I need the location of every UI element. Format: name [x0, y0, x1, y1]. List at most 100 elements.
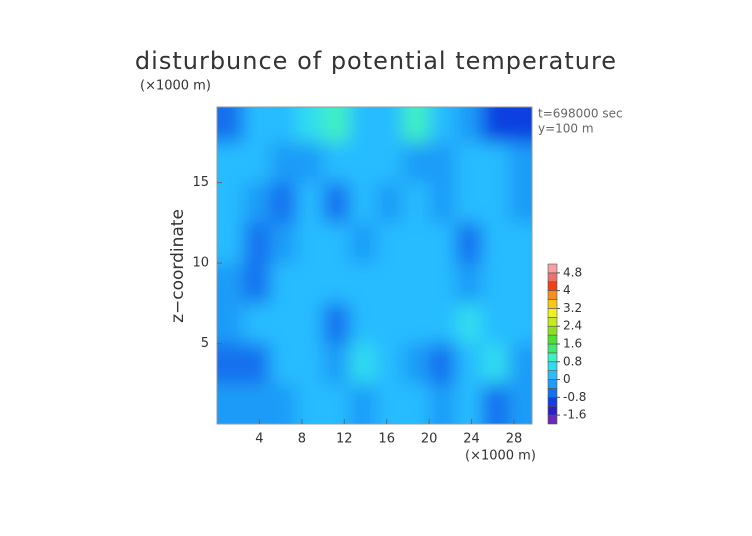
heat-cell — [270, 303, 297, 344]
heat-cell — [455, 383, 483, 424]
heat-cell — [429, 107, 456, 143]
heat-cell — [270, 222, 297, 264]
heat-cell — [455, 182, 483, 223]
colorbar-tick-label: -0.8 — [563, 390, 586, 404]
heat-cell — [270, 343, 297, 384]
heat-cell — [349, 222, 377, 264]
heat-cell — [482, 343, 509, 384]
colorbar-box — [547, 281, 558, 291]
heat-cell — [429, 383, 456, 424]
heat-cell — [402, 263, 430, 304]
heat-cell — [455, 303, 483, 344]
colorbar-tick-label: -1.6 — [563, 408, 586, 422]
colorbar-box — [547, 317, 558, 327]
heat-cell — [402, 383, 430, 424]
heat-cell — [429, 142, 456, 183]
heat-cell — [402, 142, 430, 183]
heat-cell — [243, 263, 271, 304]
x-tick-label: 16 — [378, 432, 395, 447]
heat-cell — [482, 182, 509, 223]
colorbar-tick-label: 0.8 — [563, 354, 582, 368]
heat-cell — [376, 182, 403, 223]
heat-cell — [376, 142, 403, 183]
heat-cell — [508, 142, 532, 183]
colorbar-box — [547, 299, 558, 309]
heat-cell — [402, 222, 430, 264]
heat-cell — [429, 343, 456, 384]
heat-cell — [455, 263, 483, 304]
colorbar-tick-label: 0 — [563, 372, 571, 386]
y-axis-label: z−coordinate — [168, 209, 188, 323]
heat-cell — [296, 182, 324, 223]
heat-cell — [270, 383, 297, 424]
annotation: t=698000 sec — [538, 107, 623, 121]
field — [217, 107, 532, 424]
colorbar-box — [547, 370, 558, 380]
heat-cell — [349, 107, 377, 143]
x-tick-label: 8 — [298, 432, 306, 447]
heat-cell — [296, 303, 324, 344]
heat-cell — [455, 142, 483, 183]
heat-cell — [482, 263, 509, 304]
heat-cell — [323, 107, 350, 143]
heat-cell — [349, 182, 377, 223]
colorbar-box — [547, 414, 558, 425]
colorbar-box — [547, 388, 558, 398]
x-tick-label: 20 — [421, 432, 438, 447]
colorbar-box — [547, 325, 558, 336]
colorbar-box — [547, 272, 558, 283]
colorbar-box — [547, 290, 558, 300]
colorbar-box — [547, 397, 558, 407]
heat-cell — [482, 107, 509, 143]
heat-cell — [296, 383, 324, 424]
heat-cell — [270, 107, 297, 143]
heat-cell — [349, 383, 377, 424]
colorbar-tick-label: 4.8 — [563, 265, 582, 279]
heat-cell — [482, 142, 509, 183]
heat-cell — [508, 107, 532, 143]
x-tick-label: 12 — [336, 432, 353, 447]
heat-cell — [429, 182, 456, 223]
heat-cell — [508, 343, 532, 384]
colorbar-box — [547, 361, 558, 371]
colorbar-box — [547, 343, 558, 354]
heat-cell — [217, 107, 244, 143]
colorbar-tick-label: 2.4 — [563, 319, 582, 333]
y-unit: (×1000 m) — [140, 79, 211, 94]
colorbar-box — [547, 263, 558, 274]
x-tick-label: 4 — [255, 432, 263, 447]
heat-cell — [217, 303, 244, 344]
x-tick-label: 28 — [506, 432, 523, 447]
heat-cell — [508, 222, 532, 264]
colorbar-box — [547, 379, 558, 389]
colorbar-box — [547, 308, 558, 318]
heat-cell — [217, 182, 244, 223]
heat-cell — [270, 142, 297, 183]
x-tick-label: 24 — [463, 432, 480, 447]
y-tick-label: 10 — [192, 256, 209, 271]
plot-frame — [216, 106, 533, 425]
heat-cell — [243, 107, 271, 143]
heat-cell — [455, 343, 483, 384]
heat-cell — [429, 263, 456, 304]
heat-cell — [508, 383, 532, 424]
heat-cell — [296, 142, 324, 183]
heat-cell — [296, 107, 324, 143]
heat-cell — [270, 263, 297, 304]
heat-cell — [402, 107, 430, 143]
heat-cell — [508, 303, 532, 344]
heat-cell — [323, 263, 350, 304]
heat-cell — [296, 222, 324, 264]
heat-cell — [482, 303, 509, 344]
heat-cell — [296, 343, 324, 384]
y-tick-label: 15 — [192, 175, 209, 190]
heat-cell — [455, 222, 483, 264]
heat-cell — [376, 303, 403, 344]
chart-title: disturbunce of potential temperature — [135, 47, 617, 75]
heat-cell — [243, 343, 271, 384]
heat-cell — [349, 303, 377, 344]
x-axis-label: (×1000 m) — [465, 449, 536, 464]
heat-cell — [323, 383, 350, 424]
heat-cell — [323, 142, 350, 183]
